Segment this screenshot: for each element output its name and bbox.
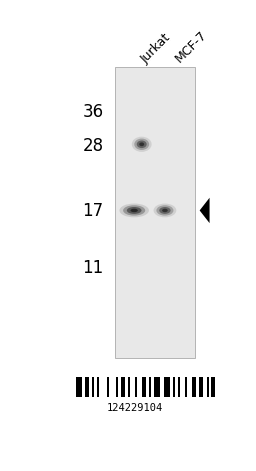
Bar	[185, 377, 187, 398]
Bar	[207, 377, 209, 398]
Bar	[116, 377, 118, 398]
Ellipse shape	[134, 138, 149, 150]
Ellipse shape	[120, 203, 149, 217]
Ellipse shape	[137, 140, 147, 148]
Text: 28: 28	[82, 137, 103, 155]
Bar	[211, 377, 215, 398]
Text: MCF-7: MCF-7	[173, 29, 210, 65]
Bar	[92, 377, 94, 398]
Text: 124229104: 124229104	[107, 403, 163, 413]
Ellipse shape	[159, 207, 170, 214]
Bar	[164, 377, 170, 398]
Ellipse shape	[139, 142, 144, 146]
Bar	[192, 377, 196, 398]
Ellipse shape	[131, 209, 138, 212]
Bar	[106, 377, 109, 398]
Ellipse shape	[127, 207, 142, 214]
Bar	[128, 377, 130, 398]
Ellipse shape	[162, 209, 168, 212]
Ellipse shape	[132, 137, 152, 152]
Bar	[135, 377, 137, 398]
Text: 36: 36	[82, 103, 103, 122]
Bar	[199, 377, 204, 398]
Bar	[85, 377, 89, 398]
Bar	[142, 377, 146, 398]
Bar	[97, 377, 99, 398]
Bar	[173, 377, 175, 398]
Bar	[178, 377, 180, 398]
Ellipse shape	[156, 205, 174, 216]
Bar	[154, 377, 160, 398]
Text: Jurkat: Jurkat	[138, 31, 173, 65]
Text: 17: 17	[82, 202, 103, 220]
Ellipse shape	[123, 205, 145, 216]
Bar	[150, 377, 152, 398]
Bar	[76, 377, 82, 398]
Bar	[121, 377, 125, 398]
Ellipse shape	[154, 203, 176, 217]
Polygon shape	[200, 198, 210, 223]
Bar	[115, 67, 195, 357]
Text: 11: 11	[82, 259, 103, 276]
